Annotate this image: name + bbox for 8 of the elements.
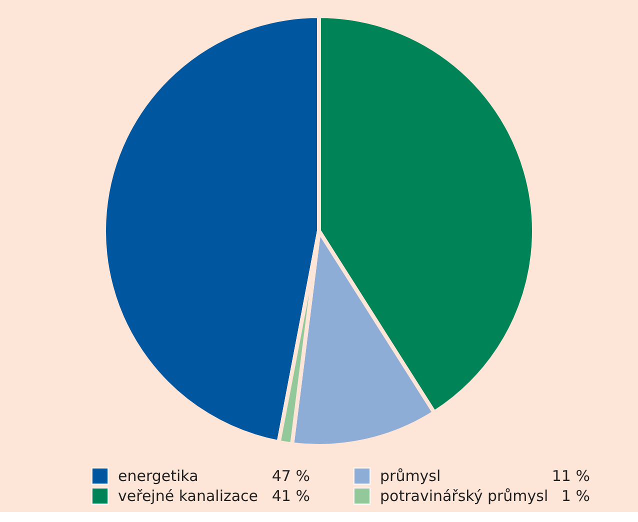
- legend-label: veřejné kanalizace: [118, 487, 258, 505]
- data-label: 47 %: [272, 467, 310, 485]
- legend-label: průmysl: [380, 467, 441, 485]
- data-label: 11 %: [552, 467, 590, 485]
- data-label: 41 %: [272, 487, 310, 505]
- legend-label: potravinářský průmysl: [380, 487, 548, 505]
- data-label: 1 %: [561, 487, 590, 505]
- legend-label: energetika: [118, 467, 198, 485]
